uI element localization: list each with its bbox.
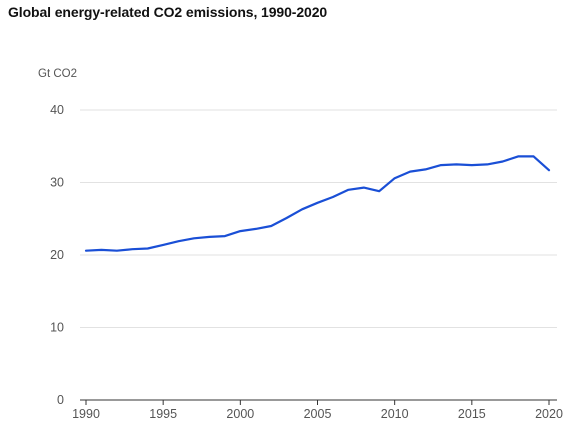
y-axis-unit-label: Gt CO2 <box>38 68 77 80</box>
y-tick-label-20: 20 <box>50 248 64 262</box>
x-tick-label-2015: 2015 <box>458 407 486 421</box>
y-tick-label-40: 40 <box>50 103 64 117</box>
x-tick-label-2000: 2000 <box>226 407 254 421</box>
chart-title: Global energy-related CO2 emissions, 199… <box>8 4 328 20</box>
x-tick-label-2005: 2005 <box>304 407 332 421</box>
y-tick-label-30: 30 <box>50 176 64 190</box>
x-tick-label-2010: 2010 <box>381 407 409 421</box>
x-tick-label-1990: 1990 <box>72 407 100 421</box>
y-tick-label-10: 10 <box>50 321 64 335</box>
x-tick-label-2020: 2020 <box>535 407 563 421</box>
x-tick-label-1995: 1995 <box>149 407 177 421</box>
y-tick-label-0: 0 <box>57 393 64 407</box>
series-line-0 <box>84 155 551 252</box>
